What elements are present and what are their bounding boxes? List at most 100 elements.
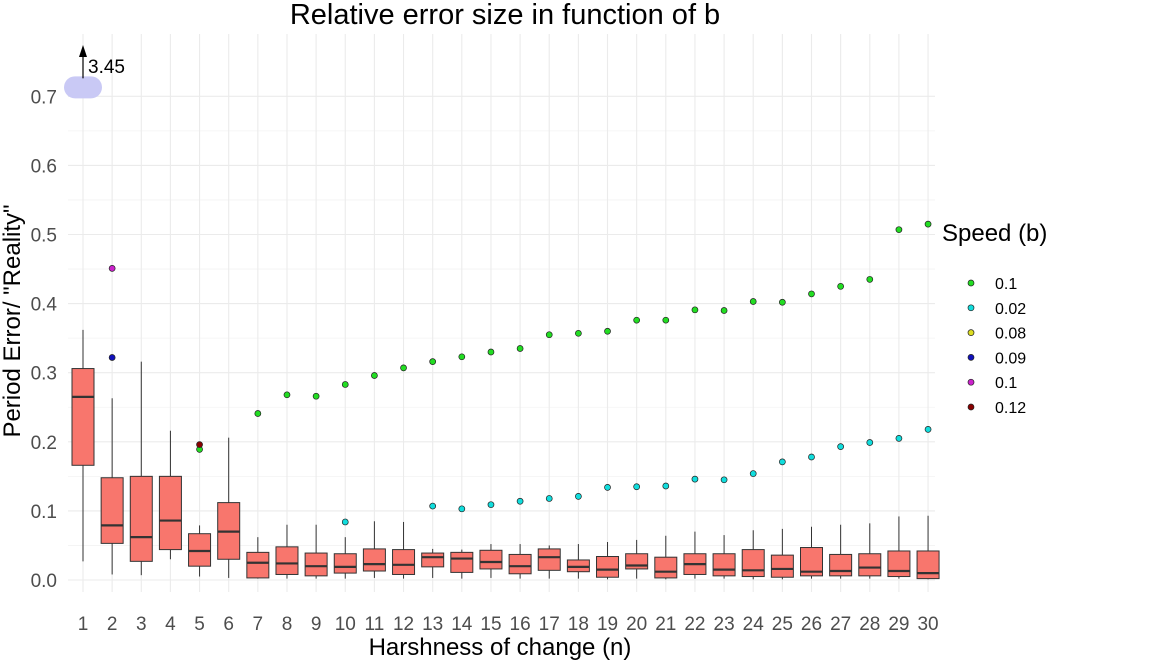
data-point [691,306,699,314]
data-point [837,443,844,450]
boxplot [333,537,357,579]
data-point [575,493,582,500]
boxplot [916,515,940,580]
data-point [429,502,437,510]
box [450,551,474,573]
y-tick-label: 0.1 [31,502,57,523]
legend-key [967,403,975,411]
box [800,547,823,577]
boxplot [625,539,649,579]
data-point [895,226,903,234]
data-point [108,265,116,272]
boxplot [246,537,270,579]
scatter-points [79,83,932,526]
data-point [895,434,903,442]
x-tick-label: 9 [311,614,322,635]
data-point [458,505,466,513]
data-point [837,282,844,290]
legend-key [967,304,975,312]
boxplot [537,545,561,579]
boxplot [508,544,532,579]
boxplot [654,535,678,580]
x-tick-label: 15 [480,614,501,635]
box [158,475,182,551]
x-tick-label: 5 [194,614,205,635]
data-point [720,307,728,314]
box [887,550,911,578]
data-point [749,470,757,477]
legend-key [967,378,975,386]
data-point [633,483,641,491]
annotations: 3.45 [64,45,125,99]
x-tick-label: 1 [78,614,89,635]
y-tick-label: 0.6 [31,156,57,177]
boxplot [275,524,299,579]
boxplot [566,544,590,579]
outlier-label: 3.45 [88,57,125,78]
boxplot [392,521,416,579]
boxplot [217,437,241,578]
data-point [371,372,378,379]
box [741,549,765,578]
data-point [924,426,932,433]
legend-key [967,354,975,361]
x-tick-label: 8 [282,614,293,635]
box [625,553,649,570]
x-tick-label: 3 [136,614,147,635]
data-point [108,354,116,361]
legend-label: 0.1 [995,375,1017,392]
box [858,553,882,577]
x-tick-label: 4 [165,614,176,635]
y-tick-label: 0.5 [31,226,57,247]
boxplot [158,430,182,560]
data-point [575,329,582,337]
chart-title: Relative error size in function of b [290,0,720,31]
data-point [604,484,611,491]
x-tick-label: 17 [539,614,560,635]
box [537,548,561,571]
boxplot [858,523,882,579]
data-point [604,327,611,335]
boxplot [362,521,386,578]
data-point [924,220,932,228]
box [596,556,620,578]
boxplot [304,524,328,579]
data-point [720,476,728,484]
x-tick-label: 23 [714,614,735,635]
legend-items: 0.1 0.02 0.08 0.09 0.1 0.12 [967,276,1026,417]
y-tick-label: 0.2 [31,433,57,454]
data-point [662,316,670,324]
x-tick-label: 24 [743,614,765,635]
x-tick-label: 12 [393,614,414,635]
y-tick-label: 0.4 [31,295,58,316]
box [304,552,328,577]
data-point [341,381,349,388]
boxplot [129,361,153,576]
x-tick-label: 19 [597,614,618,635]
boxplot [100,398,124,575]
box [770,554,794,578]
box [129,475,153,562]
outlier-arrow-head [79,45,87,58]
y-tick-label: 0.7 [31,87,57,108]
x-tick-label: 13 [422,614,443,635]
legend: Speed (b) 0.1 0.02 0.08 0.09 0.1 0.12 [942,220,1047,417]
x-tick-label: 25 [772,614,793,635]
x-tick-label: 18 [568,614,589,635]
data-point [458,353,466,361]
box [508,553,532,575]
x-tick-label: 16 [510,614,531,635]
y-axis-label: Period Error/ "Reality" [0,204,26,437]
data-point [545,495,553,502]
box [246,551,270,579]
boxplot [71,329,95,562]
x-tick-label: 27 [830,614,851,635]
data-point [779,458,786,466]
box [392,549,416,575]
data-point [808,290,815,298]
data-point [516,345,524,352]
legend-label: 0.12 [995,400,1026,417]
data-point [516,497,524,505]
boxplot [829,524,853,579]
